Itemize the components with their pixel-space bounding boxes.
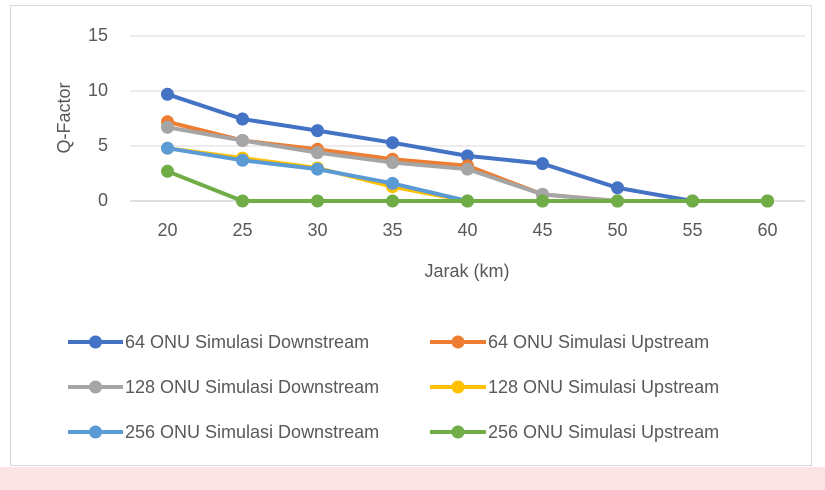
x-tick-label: 20 [157, 220, 177, 240]
x-tick-label: 35 [382, 220, 402, 240]
legend-marker [89, 425, 102, 439]
x-tick-label: 45 [532, 220, 552, 240]
data-point [311, 146, 324, 160]
data-point [161, 120, 174, 134]
legend-marker [89, 380, 102, 394]
data-point [536, 157, 549, 171]
data-point [236, 112, 249, 126]
data-point [611, 181, 624, 195]
data-point [311, 162, 324, 176]
data-point [386, 156, 399, 169]
x-tick-label: 25 [232, 220, 252, 240]
legend-marker [451, 335, 465, 349]
y-tick-label: 15 [88, 25, 108, 45]
data-point [461, 194, 474, 208]
legend-marker [451, 425, 465, 439]
x-tick-label: 30 [307, 220, 327, 240]
legend-marker [89, 335, 102, 349]
y-tick-label: 0 [98, 190, 108, 210]
data-point [161, 141, 174, 155]
legend-label: 128 ONU Simulasi Downstream [125, 377, 379, 397]
data-point [461, 162, 474, 176]
data-point [686, 194, 699, 208]
data-point [611, 194, 624, 208]
y-tick-label: 5 [98, 135, 108, 155]
data-point [386, 136, 399, 150]
legend-label: 128 ONU Simulasi Upstream [488, 377, 719, 397]
data-point [386, 176, 399, 190]
data-point [461, 149, 474, 163]
x-tick-label: 60 [757, 220, 777, 240]
chart-frame [10, 5, 812, 466]
data-point [311, 124, 324, 138]
data-point [236, 134, 249, 147]
data-point [386, 194, 399, 208]
x-axis-label: Jarak (km) [425, 261, 510, 281]
x-tick-label: 50 [607, 220, 627, 240]
legend-label: 64 ONU Simulasi Upstream [488, 332, 709, 352]
legend-label: 64 ONU Simulasi Downstream [125, 332, 369, 352]
x-tick-label: 40 [457, 220, 477, 240]
legend-marker [451, 380, 465, 394]
data-point [161, 164, 174, 178]
legend-label: 256 ONU Simulasi Upstream [488, 422, 719, 442]
y-tick-label: 10 [88, 80, 108, 100]
legend-label: 256 ONU Simulasi Downstream [125, 422, 379, 442]
y-axis-label: Q-Factor [54, 82, 74, 153]
data-point [761, 194, 774, 208]
data-point [161, 87, 174, 101]
data-point [236, 194, 249, 208]
x-tick-label: 55 [682, 220, 702, 240]
data-point [311, 194, 324, 208]
page-strip [0, 467, 825, 490]
data-point [536, 194, 549, 208]
data-point [236, 153, 249, 167]
